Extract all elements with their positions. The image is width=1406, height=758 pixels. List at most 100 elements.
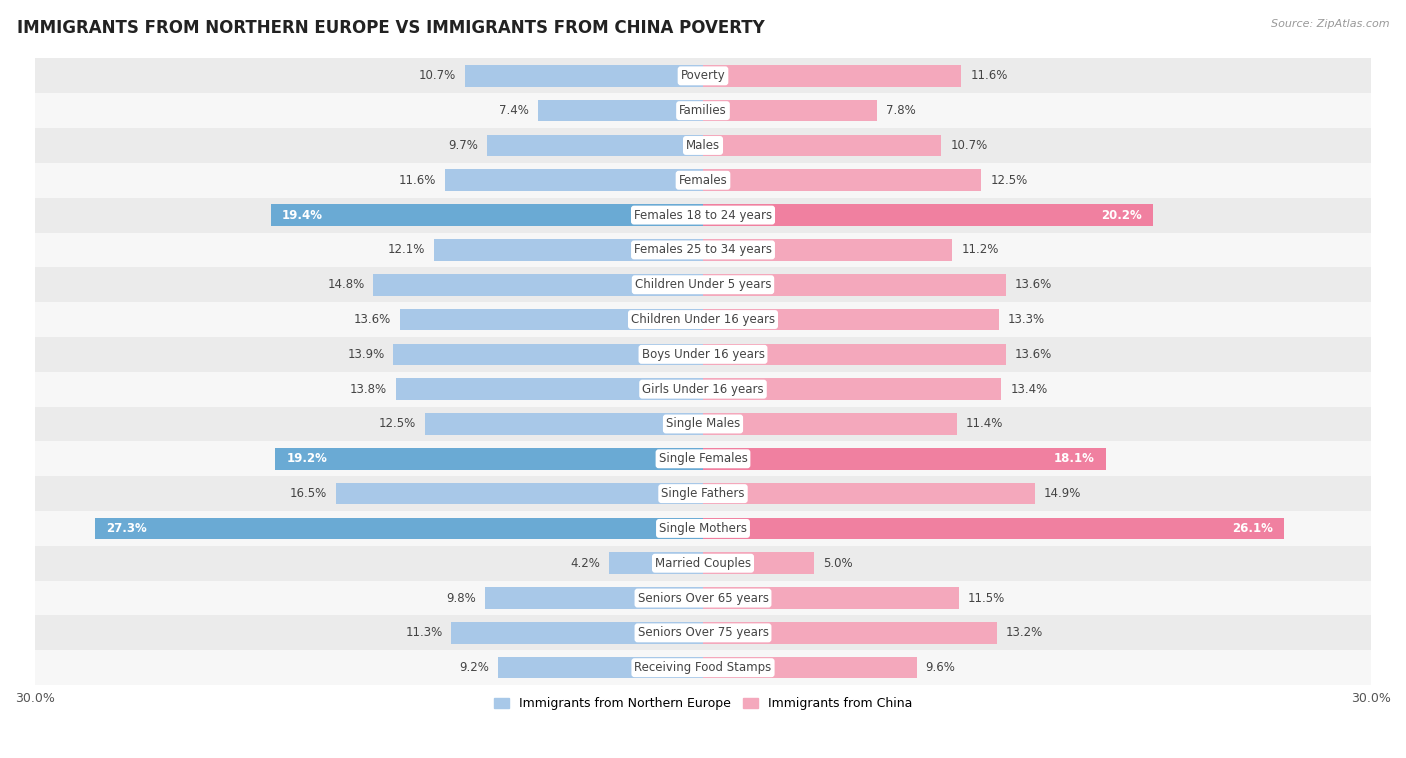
Bar xyxy=(35,546,1371,581)
Bar xyxy=(35,302,1371,337)
Bar xyxy=(271,205,703,226)
Bar xyxy=(35,233,1371,268)
Bar xyxy=(703,587,959,609)
Text: 9.7%: 9.7% xyxy=(449,139,478,152)
Text: Children Under 16 years: Children Under 16 years xyxy=(631,313,775,326)
Bar xyxy=(35,337,1371,371)
Bar xyxy=(703,553,814,574)
Text: Poverty: Poverty xyxy=(681,69,725,83)
Text: 16.5%: 16.5% xyxy=(290,487,326,500)
Text: 13.6%: 13.6% xyxy=(354,313,391,326)
Text: 11.3%: 11.3% xyxy=(405,626,443,639)
Text: Families: Families xyxy=(679,104,727,117)
Text: 18.1%: 18.1% xyxy=(1054,453,1095,465)
Bar xyxy=(465,65,703,86)
Bar xyxy=(35,58,1371,93)
Bar xyxy=(703,65,962,86)
Text: 10.7%: 10.7% xyxy=(950,139,987,152)
Bar xyxy=(35,93,1371,128)
Bar xyxy=(35,163,1371,198)
Text: 19.2%: 19.2% xyxy=(287,453,328,465)
Bar xyxy=(35,581,1371,615)
Text: 5.0%: 5.0% xyxy=(824,556,853,570)
Text: Single Females: Single Females xyxy=(658,453,748,465)
Bar xyxy=(374,274,703,296)
Bar xyxy=(703,170,981,191)
Text: 13.8%: 13.8% xyxy=(350,383,387,396)
Text: 20.2%: 20.2% xyxy=(1101,208,1142,221)
Bar xyxy=(35,128,1371,163)
Bar xyxy=(336,483,703,504)
Text: Single Fathers: Single Fathers xyxy=(661,487,745,500)
Bar xyxy=(703,378,1001,400)
Bar xyxy=(703,657,917,678)
Text: 12.5%: 12.5% xyxy=(990,174,1028,186)
Bar xyxy=(703,413,957,435)
Text: 11.2%: 11.2% xyxy=(962,243,998,256)
Bar xyxy=(486,135,703,156)
Text: Single Males: Single Males xyxy=(666,418,740,431)
Text: 12.1%: 12.1% xyxy=(387,243,425,256)
Text: Girls Under 16 years: Girls Under 16 years xyxy=(643,383,763,396)
Bar xyxy=(703,483,1035,504)
Text: Boys Under 16 years: Boys Under 16 years xyxy=(641,348,765,361)
Bar xyxy=(35,371,1371,406)
Text: 9.2%: 9.2% xyxy=(460,661,489,674)
Bar xyxy=(703,448,1107,470)
Text: 13.3%: 13.3% xyxy=(1008,313,1045,326)
Text: 10.7%: 10.7% xyxy=(419,69,456,83)
Bar xyxy=(96,518,703,539)
Text: 27.3%: 27.3% xyxy=(107,522,148,535)
Bar xyxy=(444,170,703,191)
Bar xyxy=(35,615,1371,650)
Text: 14.9%: 14.9% xyxy=(1043,487,1081,500)
Bar xyxy=(35,511,1371,546)
Text: 13.4%: 13.4% xyxy=(1011,383,1047,396)
Bar xyxy=(401,309,703,330)
Text: 11.6%: 11.6% xyxy=(398,174,436,186)
Text: 12.5%: 12.5% xyxy=(378,418,416,431)
Bar xyxy=(703,309,1000,330)
Text: 26.1%: 26.1% xyxy=(1232,522,1272,535)
Text: 11.5%: 11.5% xyxy=(967,591,1005,605)
Bar xyxy=(703,343,1005,365)
Bar xyxy=(703,274,1005,296)
Bar xyxy=(35,268,1371,302)
Legend: Immigrants from Northern Europe, Immigrants from China: Immigrants from Northern Europe, Immigra… xyxy=(489,692,917,716)
Text: 19.4%: 19.4% xyxy=(283,208,323,221)
Bar xyxy=(609,553,703,574)
Bar xyxy=(703,135,941,156)
Text: Seniors Over 65 years: Seniors Over 65 years xyxy=(637,591,769,605)
Bar xyxy=(538,100,703,121)
Text: 11.6%: 11.6% xyxy=(970,69,1008,83)
Text: 13.2%: 13.2% xyxy=(1005,626,1043,639)
Bar xyxy=(485,587,703,609)
Text: Receiving Food Stamps: Receiving Food Stamps xyxy=(634,661,772,674)
Text: Females 18 to 24 years: Females 18 to 24 years xyxy=(634,208,772,221)
Bar xyxy=(395,378,703,400)
Text: 13.9%: 13.9% xyxy=(347,348,385,361)
Bar xyxy=(703,622,997,644)
Text: 13.6%: 13.6% xyxy=(1015,278,1052,291)
Text: Married Couples: Married Couples xyxy=(655,556,751,570)
Bar xyxy=(394,343,703,365)
Text: 4.2%: 4.2% xyxy=(571,556,600,570)
Bar xyxy=(35,406,1371,441)
Text: Females: Females xyxy=(679,174,727,186)
Bar xyxy=(703,239,952,261)
Text: Source: ZipAtlas.com: Source: ZipAtlas.com xyxy=(1271,19,1389,29)
Bar xyxy=(703,518,1284,539)
Text: 11.4%: 11.4% xyxy=(966,418,1002,431)
Text: IMMIGRANTS FROM NORTHERN EUROPE VS IMMIGRANTS FROM CHINA POVERTY: IMMIGRANTS FROM NORTHERN EUROPE VS IMMIG… xyxy=(17,19,765,37)
Bar xyxy=(433,239,703,261)
Text: Children Under 5 years: Children Under 5 years xyxy=(634,278,772,291)
Text: 7.4%: 7.4% xyxy=(499,104,529,117)
Bar xyxy=(451,622,703,644)
Bar xyxy=(35,198,1371,233)
Text: Females 25 to 34 years: Females 25 to 34 years xyxy=(634,243,772,256)
Text: 13.6%: 13.6% xyxy=(1015,348,1052,361)
Bar xyxy=(498,657,703,678)
Bar xyxy=(703,205,1153,226)
Bar xyxy=(35,650,1371,685)
Bar xyxy=(35,476,1371,511)
